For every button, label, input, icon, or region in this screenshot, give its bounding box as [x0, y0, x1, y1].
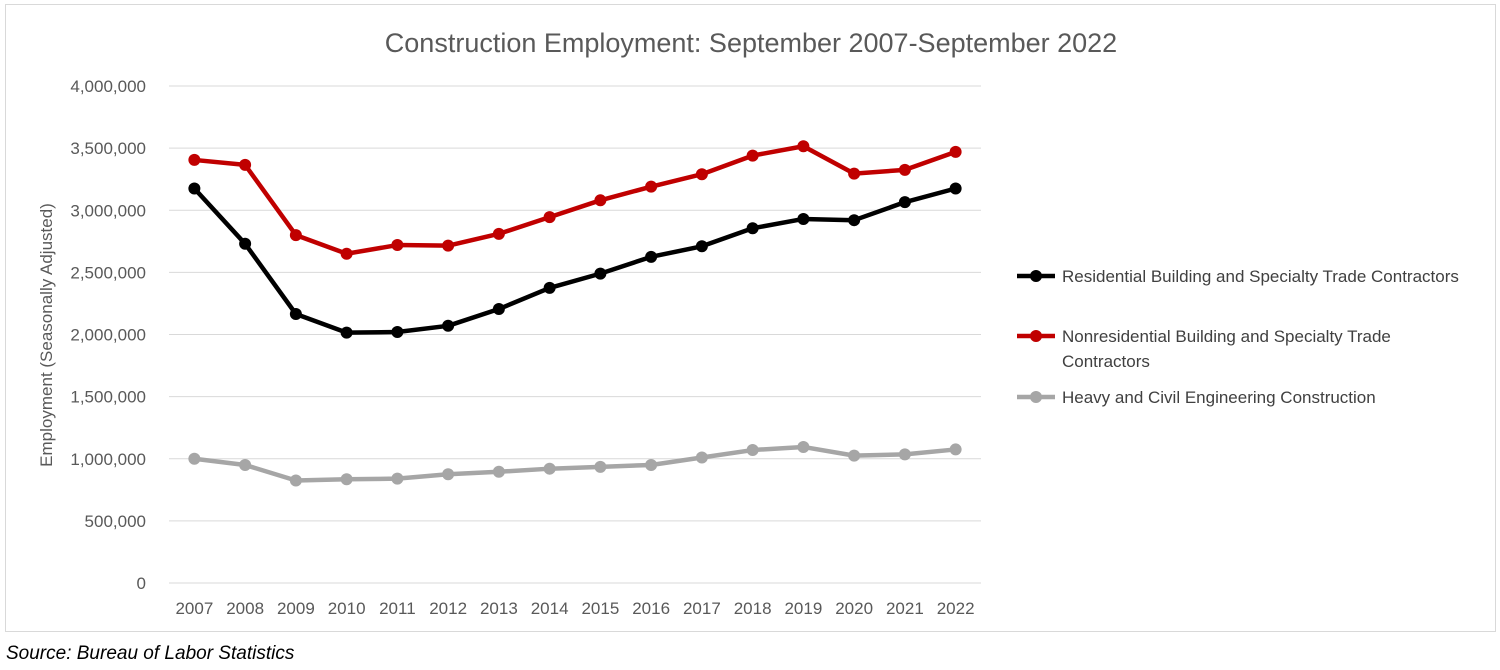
series-3 [188, 440, 962, 487]
data-point [645, 458, 658, 471]
data-point [848, 214, 861, 227]
data-point [239, 458, 252, 471]
y-tick-label: 1,500,000 [70, 388, 146, 407]
data-point [695, 451, 708, 464]
x-tick-label: 2016 [632, 599, 670, 618]
data-point [594, 194, 607, 207]
y-tick-label: 4,000,000 [70, 77, 146, 96]
y-tick-label: 2,000,000 [70, 326, 146, 345]
data-point [239, 237, 252, 250]
legend-label: Contractors [1062, 352, 1150, 371]
data-point [340, 326, 353, 339]
data-point [949, 443, 962, 456]
data-point [340, 247, 353, 260]
data-point [492, 227, 505, 240]
data-point [645, 250, 658, 263]
data-point [594, 267, 607, 280]
data-point [797, 440, 810, 453]
line-chart: Construction Employment: September 2007-… [37, 28, 1459, 618]
data-point [898, 163, 911, 176]
x-tick-label: 2019 [784, 599, 822, 618]
series-1 [188, 182, 962, 339]
y-tick-label: 3,500,000 [70, 139, 146, 158]
data-point [543, 462, 556, 475]
x-tick-label: 2014 [531, 599, 569, 618]
data-point [188, 153, 201, 166]
y-tick-label: 0 [137, 574, 146, 593]
y-tick-label: 500,000 [85, 512, 146, 531]
data-point [746, 444, 759, 457]
legend-item-2: Nonresidential Building and Specialty Tr… [1017, 327, 1391, 371]
data-point [746, 222, 759, 235]
gridlines [169, 85, 981, 584]
data-point [442, 468, 455, 481]
chart-title: Construction Employment: September 2007-… [385, 28, 1117, 58]
x-tick-label: 2021 [886, 599, 924, 618]
legend-item-3: Heavy and Civil Engineering Construction [1017, 388, 1376, 407]
series-line [192, 186, 958, 335]
data-point [442, 239, 455, 252]
y-axis-label: Employment (Seasonally Adjusted) [37, 203, 56, 467]
data-point [442, 319, 455, 332]
y-axis-tick-labels: 0 500,000 1,000,000 1,500,000 2,000,000 2,500… [70, 77, 146, 593]
data-point [492, 465, 505, 478]
x-tick-label: 2020 [835, 599, 873, 618]
data-point [848, 449, 861, 462]
data-point [289, 307, 302, 320]
data-point [695, 240, 708, 253]
data-point [391, 326, 404, 339]
data-point [797, 212, 810, 225]
data-point [594, 460, 607, 473]
legend-swatch-marker [1030, 330, 1042, 342]
data-point [391, 239, 404, 252]
data-point [898, 196, 911, 209]
legend-label: Nonresidential Building and Specialty Tr… [1062, 327, 1391, 346]
data-point [289, 229, 302, 242]
x-tick-label: 2009 [277, 599, 315, 618]
y-tick-label: 1,000,000 [70, 450, 146, 469]
series-line [192, 144, 958, 256]
data-point [746, 149, 759, 162]
legend-swatch-marker [1030, 270, 1042, 282]
data-point [949, 145, 962, 158]
legend: Residential Building and Specialty Trade… [1017, 267, 1459, 407]
data-point [239, 158, 252, 171]
data-point [645, 180, 658, 193]
x-tick-label: 2022 [937, 599, 975, 618]
data-point [848, 167, 861, 180]
y-tick-label: 2,500,000 [70, 263, 146, 282]
data-point [188, 452, 201, 465]
x-tick-label: 2007 [175, 599, 213, 618]
source-note: Source: Bureau of Labor Statistics [6, 643, 295, 664]
series-lines [188, 140, 962, 487]
data-point [695, 168, 708, 181]
x-tick-label: 2008 [226, 599, 264, 618]
data-point [340, 473, 353, 486]
chart-frame: Construction Employment: September 2007-… [5, 4, 1496, 632]
x-tick-label: 2011 [379, 599, 416, 618]
x-tick-label: 2010 [328, 599, 366, 618]
data-point [188, 182, 201, 195]
series-line [192, 444, 958, 483]
data-point [949, 182, 962, 195]
data-point [898, 448, 911, 461]
series-2 [188, 140, 962, 260]
data-point [391, 472, 404, 485]
x-tick-label: 2012 [429, 599, 467, 618]
data-point [492, 303, 505, 316]
x-axis-tick-labels: 2007 2008 2009 2010 2011 2012 2013 2014 2015 2016… [175, 599, 974, 618]
data-point [543, 211, 556, 224]
x-tick-label: 2013 [480, 599, 518, 618]
x-tick-label: 2018 [734, 599, 772, 618]
x-tick-label: 2017 [683, 599, 721, 618]
legend-swatch-marker [1030, 391, 1042, 403]
x-tick-label: 2015 [581, 599, 619, 618]
data-point [543, 281, 556, 294]
legend-label: Heavy and Civil Engineering Construction [1062, 388, 1376, 407]
data-point [797, 140, 810, 153]
y-tick-label: 3,000,000 [70, 201, 146, 220]
legend-label: Residential Building and Specialty Trade… [1062, 267, 1459, 286]
data-point [289, 474, 302, 487]
legend-item-1: Residential Building and Specialty Trade… [1017, 267, 1459, 286]
